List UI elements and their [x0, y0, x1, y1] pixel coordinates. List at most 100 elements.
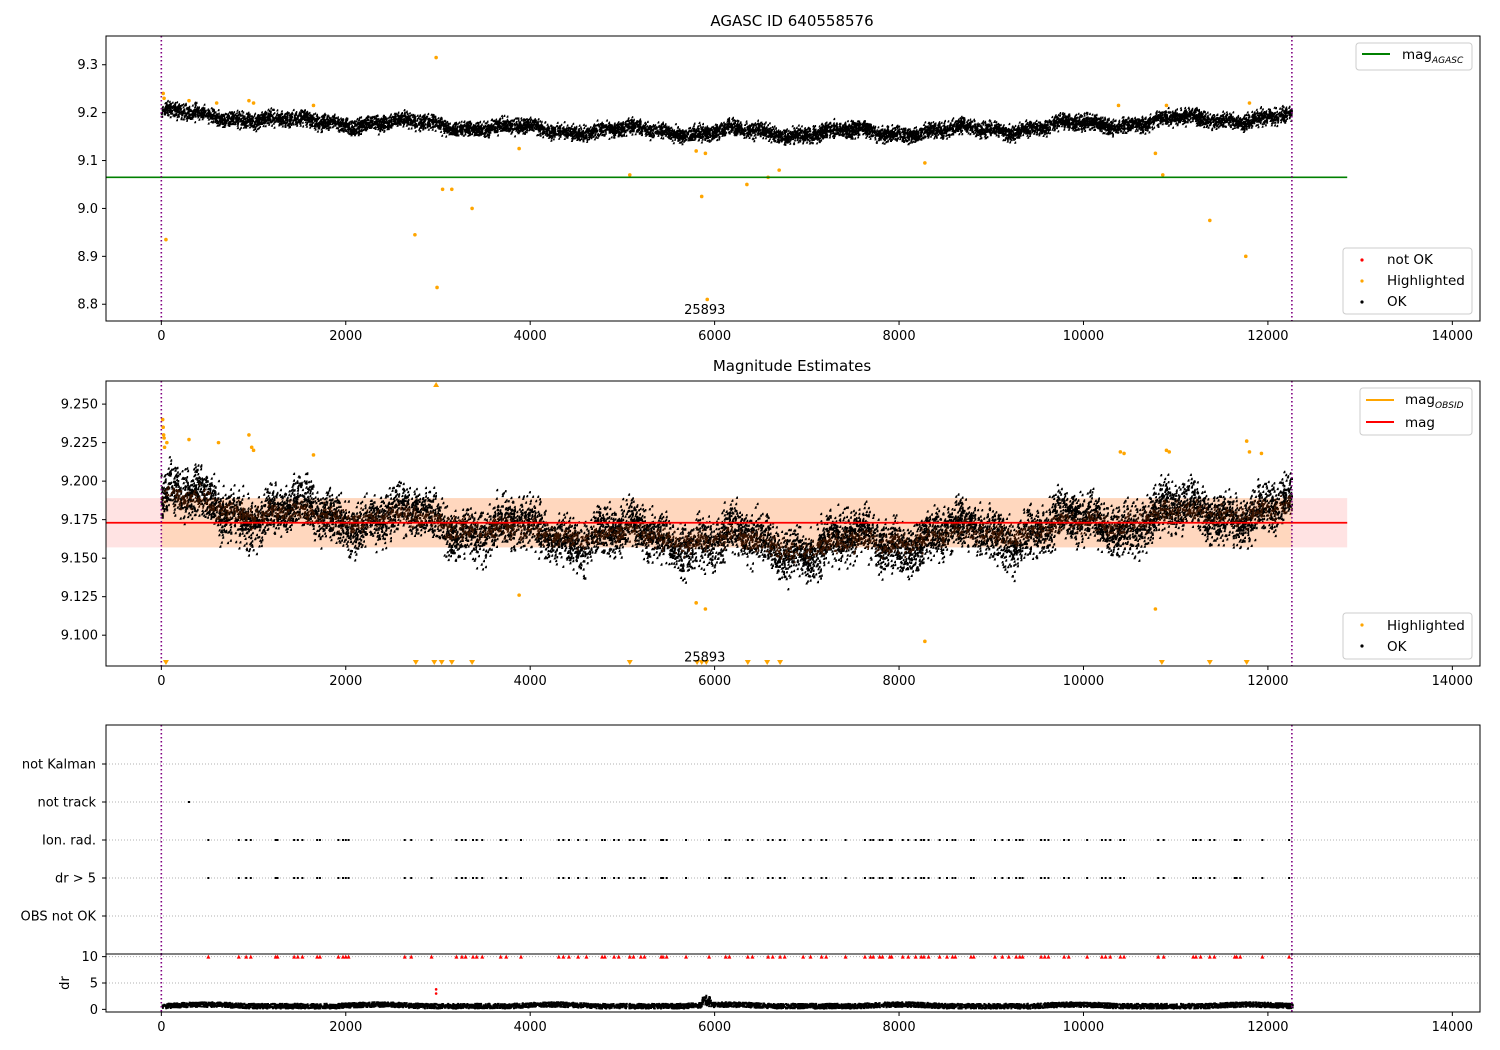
dr-gt-5-flag: [403, 877, 406, 879]
dr-gt-5-flag: [613, 877, 616, 879]
dr-clipped-marker: [480, 954, 485, 959]
ion-rad-flag: [809, 839, 812, 841]
dr-gt-5-flag: [779, 877, 782, 879]
ion-rad-flag: [293, 839, 296, 841]
flag-ytick-label: Ion. rad.: [42, 834, 96, 849]
ion-rad-flag: [1001, 839, 1004, 841]
ion-rad-flag: [1047, 839, 1050, 841]
dr-gt-5-flag: [519, 877, 522, 879]
ion-rad-flag: [274, 839, 277, 841]
dr-ytick-label: 0: [90, 1003, 98, 1018]
p2-xtick-label: 0: [157, 674, 165, 689]
dr-clipped-marker: [1062, 954, 1067, 959]
panel-magnitude-estimates: Magnitude Estimates 0 2000 4000 6000 8000 100…: [61, 357, 1481, 689]
dr-clipped-marker: [921, 954, 926, 959]
dr-gt-5-flag: [455, 877, 458, 879]
dr-gt-5-flag: [344, 877, 347, 879]
p2-highlighted-point: [249, 445, 254, 450]
dr-clipped-marker: [1118, 954, 1123, 959]
dr-clipped-marker: [1000, 954, 1005, 959]
dr-gt-5-flag: [1157, 877, 1160, 879]
dr-clipped-marker: [919, 954, 924, 959]
dr-gt-5-flag: [1162, 877, 1165, 879]
dr-gt-5-flag: [863, 877, 866, 879]
dr-gt-5-flag: [505, 877, 508, 879]
dr-clipped-marker: [1006, 954, 1011, 959]
dr-clipped-marker: [1238, 954, 1243, 959]
ion-rad-flag: [1199, 839, 1202, 841]
dr-clipped-marker: [1099, 954, 1104, 959]
ion-rad-flag: [460, 839, 463, 841]
legend-swatch-highlighted-2: [1360, 623, 1364, 627]
dr-gt-5-flag: [410, 877, 413, 879]
ion-rad-flag: [1015, 839, 1018, 841]
ion-rad-flag: [567, 839, 570, 841]
dr-gt-5-flag: [301, 877, 304, 879]
p1-highlighted-point: [703, 151, 708, 156]
ion-rad-flag: [316, 839, 319, 841]
p1-xtick-label: 8000: [883, 329, 916, 344]
ion-rad-flag: [410, 839, 413, 841]
ion-rad-flag: [825, 839, 828, 841]
ion-rad-flag: [708, 839, 711, 841]
dr-gt-5-flag: [430, 877, 433, 879]
ion-rad-flag: [1157, 839, 1160, 841]
ion-rad-flag: [938, 839, 941, 841]
legend-mag-points: Highlighted OK: [1342, 612, 1473, 660]
dr-gt-5-flag: [1067, 877, 1070, 879]
dr-clipped-marker: [723, 954, 728, 959]
dr-clipped-marker: [1046, 954, 1051, 959]
ion-rad-flag: [276, 839, 279, 841]
ion-rad-flag: [1109, 839, 1112, 841]
ion-rad-flag: [1018, 839, 1021, 841]
dr-clipped-marker: [556, 954, 561, 959]
legend-swatch-ok: [1360, 300, 1364, 304]
dr-gt-5-flag: [1007, 877, 1010, 879]
dr-gt-5-flag: [617, 877, 620, 879]
p3-xtick-label: 10000: [1063, 1020, 1104, 1035]
dr-gt-5-flag: [643, 877, 646, 879]
dr-clipped-marker: [778, 954, 783, 959]
dr-gt-5-flag: [1015, 877, 1018, 879]
dr-gt-5-flag: [825, 877, 828, 879]
ion-rad-flag: [337, 839, 340, 841]
dr-clipped-marker: [877, 954, 882, 959]
dr-clipped-marker: [248, 954, 253, 959]
dr-gt-5-flag: [1208, 877, 1211, 879]
p2-ytick-label: 9.100: [61, 629, 98, 644]
p2-ytick-label: 9.250: [61, 398, 98, 413]
legend-label-ok-2: OK: [1387, 639, 1408, 655]
p2-highlighted-point: [1244, 439, 1249, 443]
ion-rad-flag: [1021, 839, 1024, 841]
panel-flags-frame: [105, 724, 1481, 1013]
p1-highlighted-point: [247, 98, 251, 103]
legend-agasc-points-box: [1342, 247, 1473, 315]
panel-agasc-title: AGASC ID 640558576: [710, 12, 873, 30]
dr-clipped-marker: [300, 954, 305, 959]
legend-agasc-lines: magAGASC: [1355, 42, 1473, 71]
ion-rad-flag: [245, 839, 248, 841]
dr-clipped-marker: [1193, 954, 1198, 959]
dr-gt-5-flag: [724, 877, 727, 879]
dr-gt-5-flag: [499, 877, 502, 879]
dr-gt-5-flag: [1100, 877, 1103, 879]
ion-rad-flag: [1208, 839, 1211, 841]
dr-clipped-marker: [638, 954, 643, 959]
panel-flags-plot: [106, 725, 1480, 1012]
panel-agasc-plot: [106, 36, 1348, 321]
p2-xtick-label: 12000: [1247, 674, 1288, 689]
p2-out-of-range-low-marker: [703, 660, 710, 665]
p1-highlighted-point: [187, 98, 191, 103]
p3-xtick-label: 14000: [1432, 1020, 1473, 1035]
ion-rad-flag: [779, 839, 782, 841]
p2-out-of-range-low-marker: [694, 660, 701, 665]
dr-gt-5-flag: [316, 877, 319, 879]
dr-clipped-marker: [971, 954, 976, 959]
dr-clipped-marker: [1207, 954, 1212, 959]
p2-out-of-range-low-marker: [764, 660, 771, 665]
ion-rad-flag: [863, 839, 866, 841]
dr-clipped-marker: [707, 954, 712, 959]
p1-xtick-label: 14000: [1432, 329, 1473, 344]
panel-mag-plot: [106, 381, 1348, 666]
panel-agasc-frame: [105, 35, 1481, 322]
